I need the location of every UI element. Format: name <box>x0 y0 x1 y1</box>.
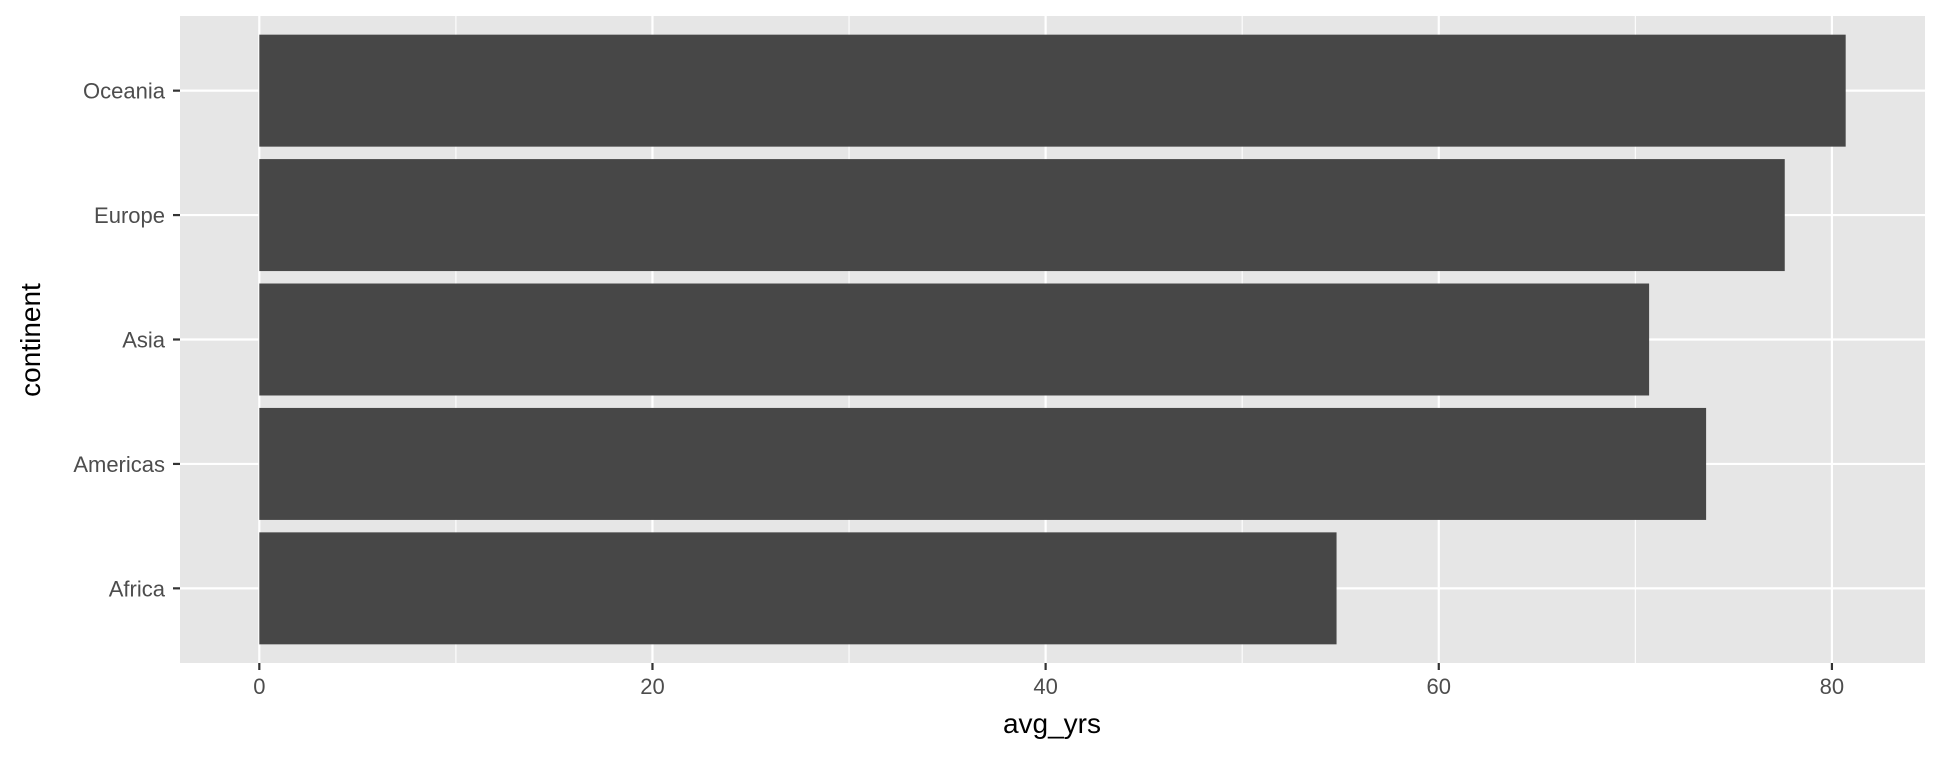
bar-americas <box>259 407 1707 520</box>
y-tick-label: Americas <box>73 452 165 477</box>
y-tick-label: Oceania <box>83 79 166 104</box>
y-tick-label: Asia <box>122 328 166 353</box>
bar-oceania <box>259 34 1846 147</box>
x-tick-label: 60 <box>1427 674 1451 699</box>
x-tick-label: 0 <box>253 674 265 699</box>
x-tick-label: 80 <box>1820 674 1844 699</box>
bar-asia <box>259 283 1650 396</box>
y-axis: Africa Americas Asia Europe Oceania <box>73 79 180 601</box>
y-tick-label: Africa <box>109 576 166 601</box>
x-axis-title: avg_yrs <box>1003 708 1101 739</box>
x-tick-label: 20 <box>640 674 664 699</box>
x-tick-label: 40 <box>1033 674 1057 699</box>
y-tick-label: Europe <box>94 203 165 228</box>
bar-africa <box>259 532 1337 645</box>
bar-europe <box>259 159 1785 272</box>
bars <box>259 34 1846 645</box>
y-axis-title: continent <box>15 283 46 397</box>
x-axis: 0 20 40 60 80 <box>253 663 1844 699</box>
